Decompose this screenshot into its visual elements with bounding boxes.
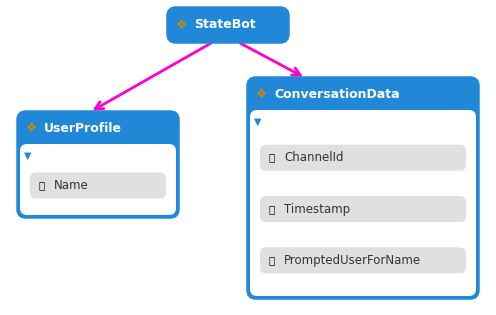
FancyBboxPatch shape [18,112,178,217]
Text: ❖: ❖ [256,88,268,100]
Text: ❖: ❖ [177,19,187,32]
FancyBboxPatch shape [250,80,476,110]
Text: 🔧: 🔧 [269,204,275,214]
FancyBboxPatch shape [260,247,466,273]
FancyBboxPatch shape [260,145,466,171]
Text: 🔧: 🔧 [269,255,275,265]
Text: ❖: ❖ [26,122,38,135]
FancyBboxPatch shape [248,78,478,298]
Text: StateBot: StateBot [194,19,255,32]
FancyBboxPatch shape [30,173,166,198]
FancyBboxPatch shape [168,8,288,42]
Text: ▼: ▼ [24,151,32,161]
Text: ConversationData: ConversationData [274,88,400,100]
FancyBboxPatch shape [20,114,176,144]
Text: ▼: ▼ [254,117,262,127]
Text: ChannelId: ChannelId [284,151,344,164]
Text: PromptedUserForName: PromptedUserForName [284,254,421,267]
Text: UserProfile: UserProfile [44,122,122,135]
Text: Timestamp: Timestamp [284,203,350,215]
FancyBboxPatch shape [20,144,176,215]
Text: 🔧: 🔧 [269,153,275,163]
FancyBboxPatch shape [250,110,476,296]
FancyBboxPatch shape [260,196,466,222]
Text: 🔧: 🔧 [39,180,45,191]
Text: Name: Name [54,179,89,192]
